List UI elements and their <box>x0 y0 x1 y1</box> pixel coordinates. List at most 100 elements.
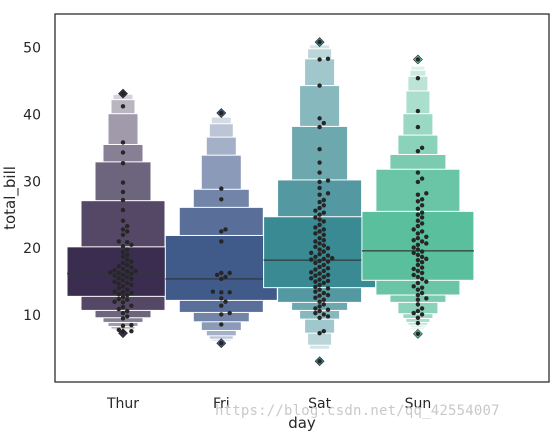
swarm-point <box>321 120 326 126</box>
swarm-points-layer <box>108 39 429 364</box>
swarm-point <box>317 277 322 282</box>
swarm-point <box>116 292 122 297</box>
swarm-point <box>125 280 130 286</box>
swarm-point <box>415 231 421 236</box>
swarm-point <box>419 229 425 234</box>
swarm-point <box>129 303 134 308</box>
y-tick-label-20: 20 <box>23 241 41 257</box>
swarm-point <box>317 315 322 320</box>
swarm-point <box>415 192 421 197</box>
swarm-point <box>219 197 224 202</box>
swarm-point <box>419 145 425 151</box>
swarm-point <box>317 39 322 45</box>
swarm-point <box>112 268 117 273</box>
swarm-point <box>116 296 122 302</box>
swarm-point <box>317 146 322 152</box>
swarm-point <box>313 225 318 230</box>
swarm-point <box>116 239 122 244</box>
swarm-point <box>411 310 416 316</box>
swarm-point <box>415 179 421 185</box>
swarm-point <box>317 124 322 130</box>
swarm-point <box>129 328 134 334</box>
swarm-point <box>321 237 326 243</box>
swarm-point <box>325 286 331 291</box>
swarm-point <box>321 290 326 296</box>
swarm-point <box>317 116 322 121</box>
swarm-point <box>317 247 322 252</box>
swarm-point <box>112 279 117 284</box>
swarm-point <box>325 178 331 183</box>
y-tick-label-50: 50 <box>23 40 41 56</box>
swarm-point <box>120 329 126 335</box>
swarm-point <box>313 273 318 278</box>
swarm-point <box>120 284 126 289</box>
watermark: https://blog.csdn.net/qq_42554007 <box>215 403 500 419</box>
swarm-point <box>317 229 322 234</box>
swarm-point <box>313 279 318 284</box>
swarm-point <box>227 290 232 295</box>
swarm-point <box>120 323 126 328</box>
swarm-point <box>317 83 322 88</box>
swarm-point <box>419 197 425 202</box>
swarm-point <box>330 256 335 261</box>
y-tick-label-40: 40 <box>23 107 41 123</box>
swarm-point <box>317 282 322 288</box>
swarm-point <box>219 186 224 191</box>
swarm-point <box>419 290 425 296</box>
swarm-point <box>411 250 416 256</box>
swarm-point <box>411 272 416 278</box>
swarm-point <box>116 264 122 269</box>
swarm-point <box>317 359 322 364</box>
axes-layer: Thur Fri Sat Sun 10 20 30 40 50 <box>23 40 431 412</box>
swarm-point <box>120 272 126 278</box>
swarm-point <box>120 316 126 321</box>
swarm-point <box>120 260 126 266</box>
x-tick-label-sun: Sun <box>405 396 432 412</box>
swarm-point <box>219 239 224 244</box>
swarm-point <box>129 242 134 248</box>
swarm-point <box>317 293 322 298</box>
swarm-point <box>129 282 134 288</box>
swarm-point <box>120 104 126 109</box>
swarm-point <box>313 239 318 244</box>
swarm-point <box>313 231 318 236</box>
swarm-point <box>325 259 331 264</box>
swarm-point <box>317 205 322 211</box>
swarm-point <box>120 266 126 272</box>
swarm-point <box>411 245 416 250</box>
swarm-point <box>125 262 130 268</box>
swarm-point <box>317 258 322 264</box>
swarm-point <box>313 295 318 300</box>
swarm-point <box>120 161 126 166</box>
swarm-point <box>125 239 130 245</box>
swarm-point <box>419 265 425 270</box>
swarm-point <box>321 262 326 268</box>
swarm-point <box>219 290 224 295</box>
swarm-point <box>219 340 224 346</box>
swarm-point <box>419 215 425 220</box>
swarm-point <box>415 247 421 252</box>
swarm-point <box>411 266 416 272</box>
swarm-point <box>317 222 322 227</box>
swarm-point <box>321 197 326 203</box>
swarm-point <box>321 328 326 334</box>
swarm-point <box>424 241 429 246</box>
swarm-point <box>317 192 322 197</box>
swarm-point <box>321 227 326 232</box>
swarm-point <box>125 314 130 319</box>
y-tick-label-10: 10 <box>23 308 41 324</box>
swarm-point <box>415 258 421 263</box>
swarm-point <box>112 289 117 294</box>
swarm-point <box>325 253 331 258</box>
swarm-point <box>415 218 421 223</box>
x-axis-label: day <box>288 414 316 432</box>
plot-frame <box>54 13 550 383</box>
swarm-point <box>419 260 425 265</box>
swarm-point <box>321 297 326 302</box>
y-tick-label-30: 30 <box>23 174 41 190</box>
swarm-point <box>129 276 134 282</box>
swarm-point <box>125 252 130 258</box>
swarm-point <box>415 124 421 130</box>
swarm-point <box>424 234 429 240</box>
